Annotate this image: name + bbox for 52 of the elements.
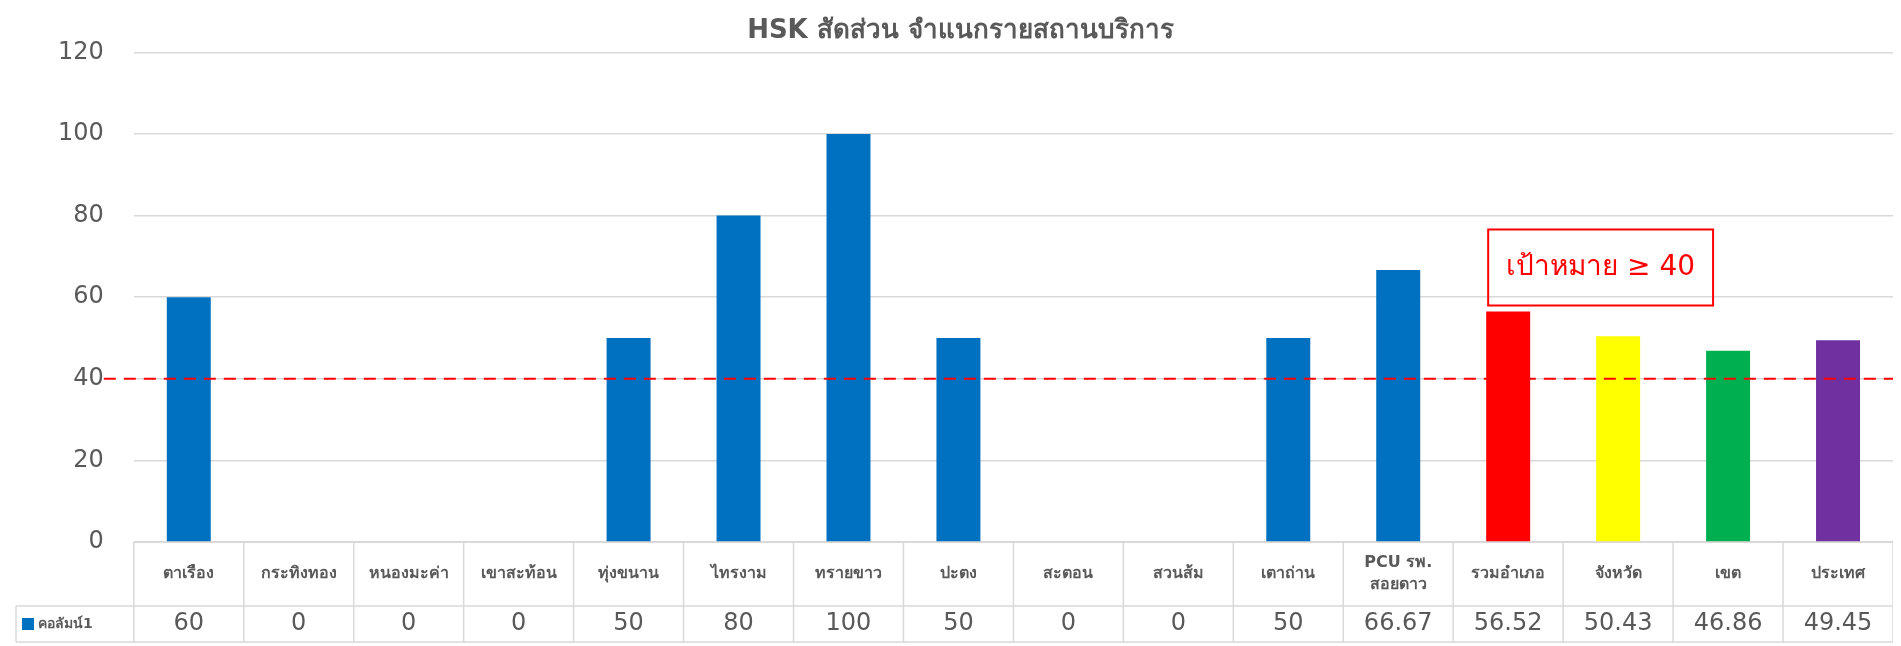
x-tick-label: รวมอำเภอ bbox=[1471, 563, 1546, 583]
bar bbox=[1266, 338, 1311, 542]
bar bbox=[716, 215, 761, 542]
y-tick-label: 120 bbox=[58, 36, 104, 65]
x-tick-label: สะตอน bbox=[1043, 563, 1094, 583]
x-tick-label: เขาสะท้อน bbox=[480, 563, 557, 583]
x-tick-label: สวนส้ม bbox=[1152, 563, 1204, 583]
x-tick-label: ทุ่งขนาน bbox=[598, 563, 660, 584]
x-tick-label: ตาเรือง bbox=[163, 563, 215, 583]
bar bbox=[1706, 350, 1751, 542]
bar bbox=[1596, 336, 1641, 542]
data-label: 0 bbox=[291, 608, 307, 637]
data-label: 50 bbox=[613, 608, 644, 637]
legend-label: คอลัมน์1 bbox=[38, 614, 93, 631]
data-label: 66.67 bbox=[1363, 608, 1433, 637]
bar bbox=[826, 134, 871, 542]
data-label: 80 bbox=[723, 608, 754, 637]
y-tick-label: 0 bbox=[88, 526, 104, 555]
y-tick-label: 20 bbox=[73, 444, 104, 473]
x-tick-label: เตาถ่าน bbox=[1261, 563, 1316, 583]
x-tick-label: ปะตง bbox=[939, 563, 977, 583]
bar bbox=[1376, 269, 1421, 542]
y-tick-label: 80 bbox=[73, 199, 104, 228]
data-label: 49.45 bbox=[1803, 608, 1873, 637]
chart-title: HSK สัดส่วน จำแนกรายสถานบริการ bbox=[747, 13, 1174, 44]
data-label: 50.43 bbox=[1583, 608, 1653, 637]
data-label: 100 bbox=[825, 608, 872, 637]
y-tick-label: 40 bbox=[73, 363, 104, 392]
data-label: 0 bbox=[510, 608, 527, 637]
x-tick-label: จังหวัด bbox=[1594, 563, 1642, 583]
bar bbox=[166, 297, 211, 542]
data-label: 46.86 bbox=[1693, 608, 1763, 637]
data-label: 60 bbox=[173, 608, 205, 637]
y-tick-label: 100 bbox=[58, 118, 104, 147]
data-label: 50 bbox=[1273, 608, 1304, 637]
ref-line-label: เป้าหมาย ≥ 40 bbox=[1506, 248, 1696, 282]
x-tick-label: เขต bbox=[1715, 563, 1742, 583]
data-label: 0 bbox=[1060, 608, 1077, 637]
x-tick-label: หนองมะค่า bbox=[368, 563, 449, 583]
bar bbox=[606, 338, 651, 542]
data-label: 0 bbox=[401, 608, 417, 637]
data-label: 50 bbox=[943, 608, 974, 637]
y-tick-label: 60 bbox=[73, 281, 104, 310]
bar bbox=[1816, 340, 1861, 542]
x-tick-label: ประเทศ bbox=[1811, 563, 1867, 583]
data-label: 56.52 bbox=[1473, 608, 1543, 637]
x-tick-label: PCU รพ. สอยดาว bbox=[1364, 552, 1433, 594]
x-tick-label: ไทรงาม bbox=[708, 563, 767, 583]
x-tick-label: ทรายขาว bbox=[814, 563, 882, 583]
data-label: 0 bbox=[1170, 608, 1186, 637]
bar bbox=[936, 338, 981, 542]
x-tick-label: กระทิงทอง bbox=[260, 563, 337, 583]
